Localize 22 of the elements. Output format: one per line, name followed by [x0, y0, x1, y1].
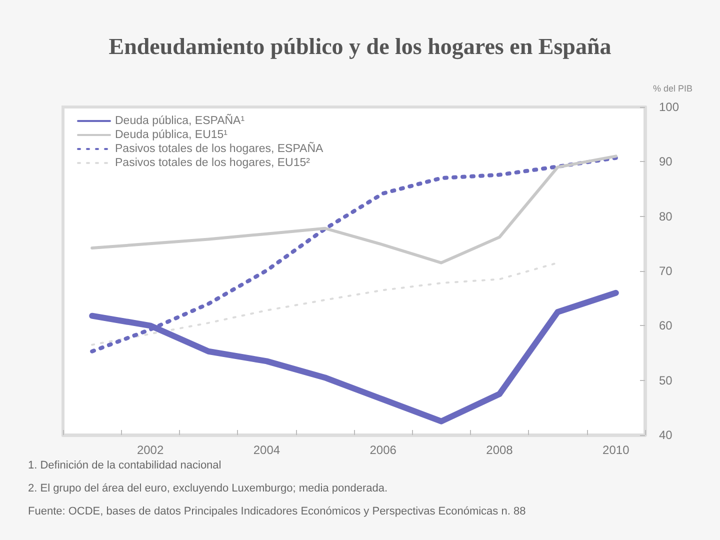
y-tick-label: 80 [659, 209, 673, 224]
y-tick-label: 50 [659, 373, 673, 388]
y-tick-label: 90 [659, 154, 673, 169]
x-tick-label: 2008 [486, 443, 514, 457]
line-series [90, 154, 618, 264]
x-tick-label: 2006 [370, 443, 397, 457]
y-axis-title: % del PIB [653, 84, 693, 94]
text: 1. Definición de la contabilidad nacional [28, 460, 222, 472]
y-tick-label: 70 [659, 264, 673, 278]
y-tick-label: 40 [659, 428, 673, 442]
legend-label: Pasivos totales de los hogares, EU15² [115, 157, 310, 169]
y-tick-label: 60 [659, 318, 673, 333]
y-tick-label: 100 [659, 100, 680, 114]
legend-label: Pasivos totales de los hogares, ESPAÑA [115, 141, 324, 155]
legend-label: Deuda pública, EU15¹ [115, 129, 228, 141]
source-note: Fuente: OCDE, bases de datos Principales Indicadores Económicos y Perspectivas Económicas n. 88 [28, 506, 526, 518]
x-tick-label: 2004 [253, 443, 280, 457]
x-tick-label: 2010 [602, 443, 630, 457]
x-tick-label: 2002 [136, 443, 164, 457]
text: 2. El grupo del área del euro, excluyendo Luxemburgo; media ponderada. [28, 482, 388, 494]
chart-title: Endeudamiento público y de los hogares en España [108, 34, 612, 60]
legend-label: Deuda pública, ESPAÑA¹ [115, 113, 245, 127]
